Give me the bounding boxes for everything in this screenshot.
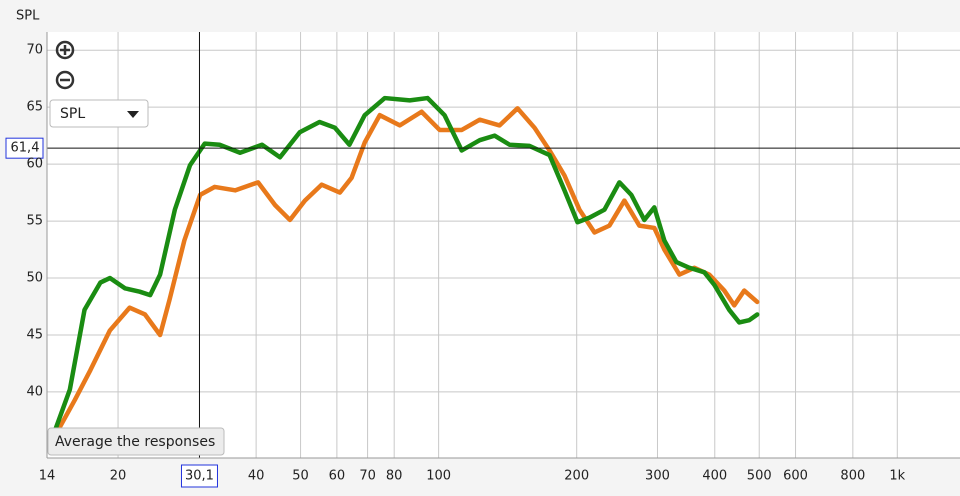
average-button[interactable]: Average the responses bbox=[47, 427, 225, 456]
x-tick-label: 600 bbox=[783, 469, 808, 484]
lines bbox=[53, 95, 760, 438]
x-tick-label: 500 bbox=[747, 469, 772, 484]
cursor-y-label: 61,4 bbox=[11, 141, 40, 156]
x-tick-label: 300 bbox=[645, 469, 670, 484]
cursor: 30,1 61,4 bbox=[5, 32, 960, 488]
dropdown-label: SPL bbox=[60, 106, 85, 122]
dropdown[interactable]: SPL bbox=[49, 99, 149, 128]
x-tick-label: 1k bbox=[889, 469, 905, 484]
button-label: Average the responses bbox=[55, 434, 215, 450]
x-tick-label: 50 bbox=[292, 469, 309, 484]
cursor-x-label: 30,1 bbox=[185, 469, 214, 484]
y-tick-label: 60 bbox=[26, 157, 43, 172]
x-tick-label: 70 bbox=[359, 469, 376, 484]
y-tick-label: 65 bbox=[26, 100, 43, 115]
y-tick-label: 40 bbox=[26, 384, 43, 399]
series-line bbox=[53, 106, 760, 438]
x-tick-label: 80 bbox=[386, 469, 403, 484]
y-tick-label: 50 bbox=[26, 271, 43, 286]
x-tick-label: 20 bbox=[110, 469, 127, 484]
series-line bbox=[53, 95, 760, 432]
cursor-x-box bbox=[180, 464, 218, 488]
x-tick-label: 40 bbox=[248, 469, 265, 484]
y-tick-label: 70 bbox=[26, 43, 43, 58]
x-tick-label: 60 bbox=[329, 469, 346, 484]
zoom-in[interactable] bbox=[55, 40, 75, 60]
y-tick-label: 55 bbox=[26, 214, 43, 229]
zoom-out[interactable] bbox=[55, 70, 75, 90]
y-axis-label: SPL bbox=[16, 9, 40, 24]
x-tick-label: 200 bbox=[564, 469, 589, 484]
cursor-y-box bbox=[5, 137, 44, 159]
x-tick-label: 100 bbox=[426, 469, 451, 484]
x-tick-label: 400 bbox=[702, 469, 727, 484]
x-tick-label: 14 bbox=[39, 469, 56, 484]
y-tick-label: 45 bbox=[26, 327, 43, 342]
x-tick-label: 800 bbox=[840, 469, 865, 484]
